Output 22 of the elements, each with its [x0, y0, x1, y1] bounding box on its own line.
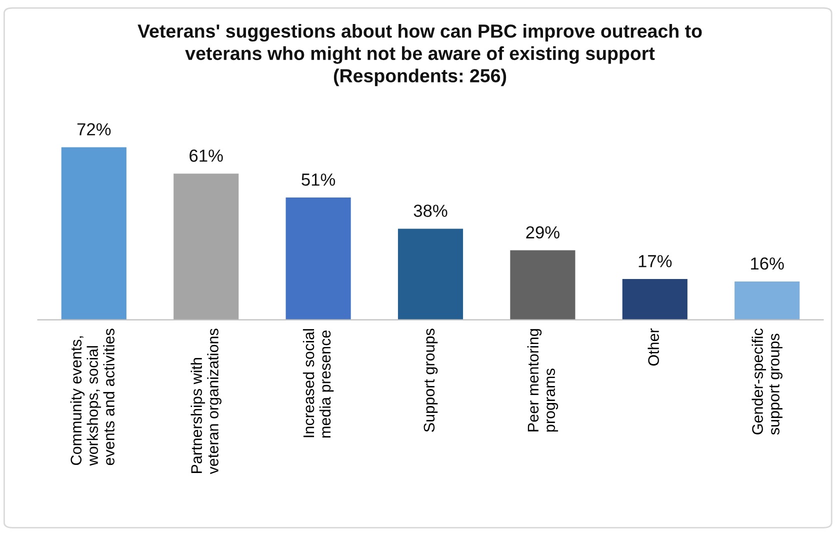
x-tick-label: Support groups — [424, 328, 438, 432]
data-label: 38% — [414, 204, 448, 217]
x-tick-label: Other — [648, 328, 659, 366]
bar — [174, 174, 239, 320]
x-tick-label: Increased social media presence — [302, 329, 334, 438]
data-label: 72% — [77, 123, 111, 136]
data-label: 61% — [190, 150, 223, 162]
x-tick-label: Community events, workshops, social events and activities — [70, 328, 114, 466]
x-tick-label: Gender-specific support groups — [752, 328, 782, 435]
x-tick-label: Partnerships with veteran organizations — [190, 328, 222, 474]
data-label: 51% — [302, 174, 336, 186]
x-tick-label: Peer mentoring programs — [527, 329, 558, 432]
bar — [510, 250, 576, 320]
bar — [622, 279, 688, 320]
data-label: 16% — [751, 257, 784, 270]
bar — [286, 198, 351, 320]
data-label: 29% — [526, 226, 560, 239]
bar — [61, 147, 126, 320]
bar — [734, 281, 800, 320]
data-label: 17% — [638, 255, 672, 268]
chart-title: Veterans' suggestions about how can PBC improve outreach to veterans who might not be aware of existing support (Respondents: 256) — [138, 24, 702, 86]
bar — [398, 228, 464, 320]
